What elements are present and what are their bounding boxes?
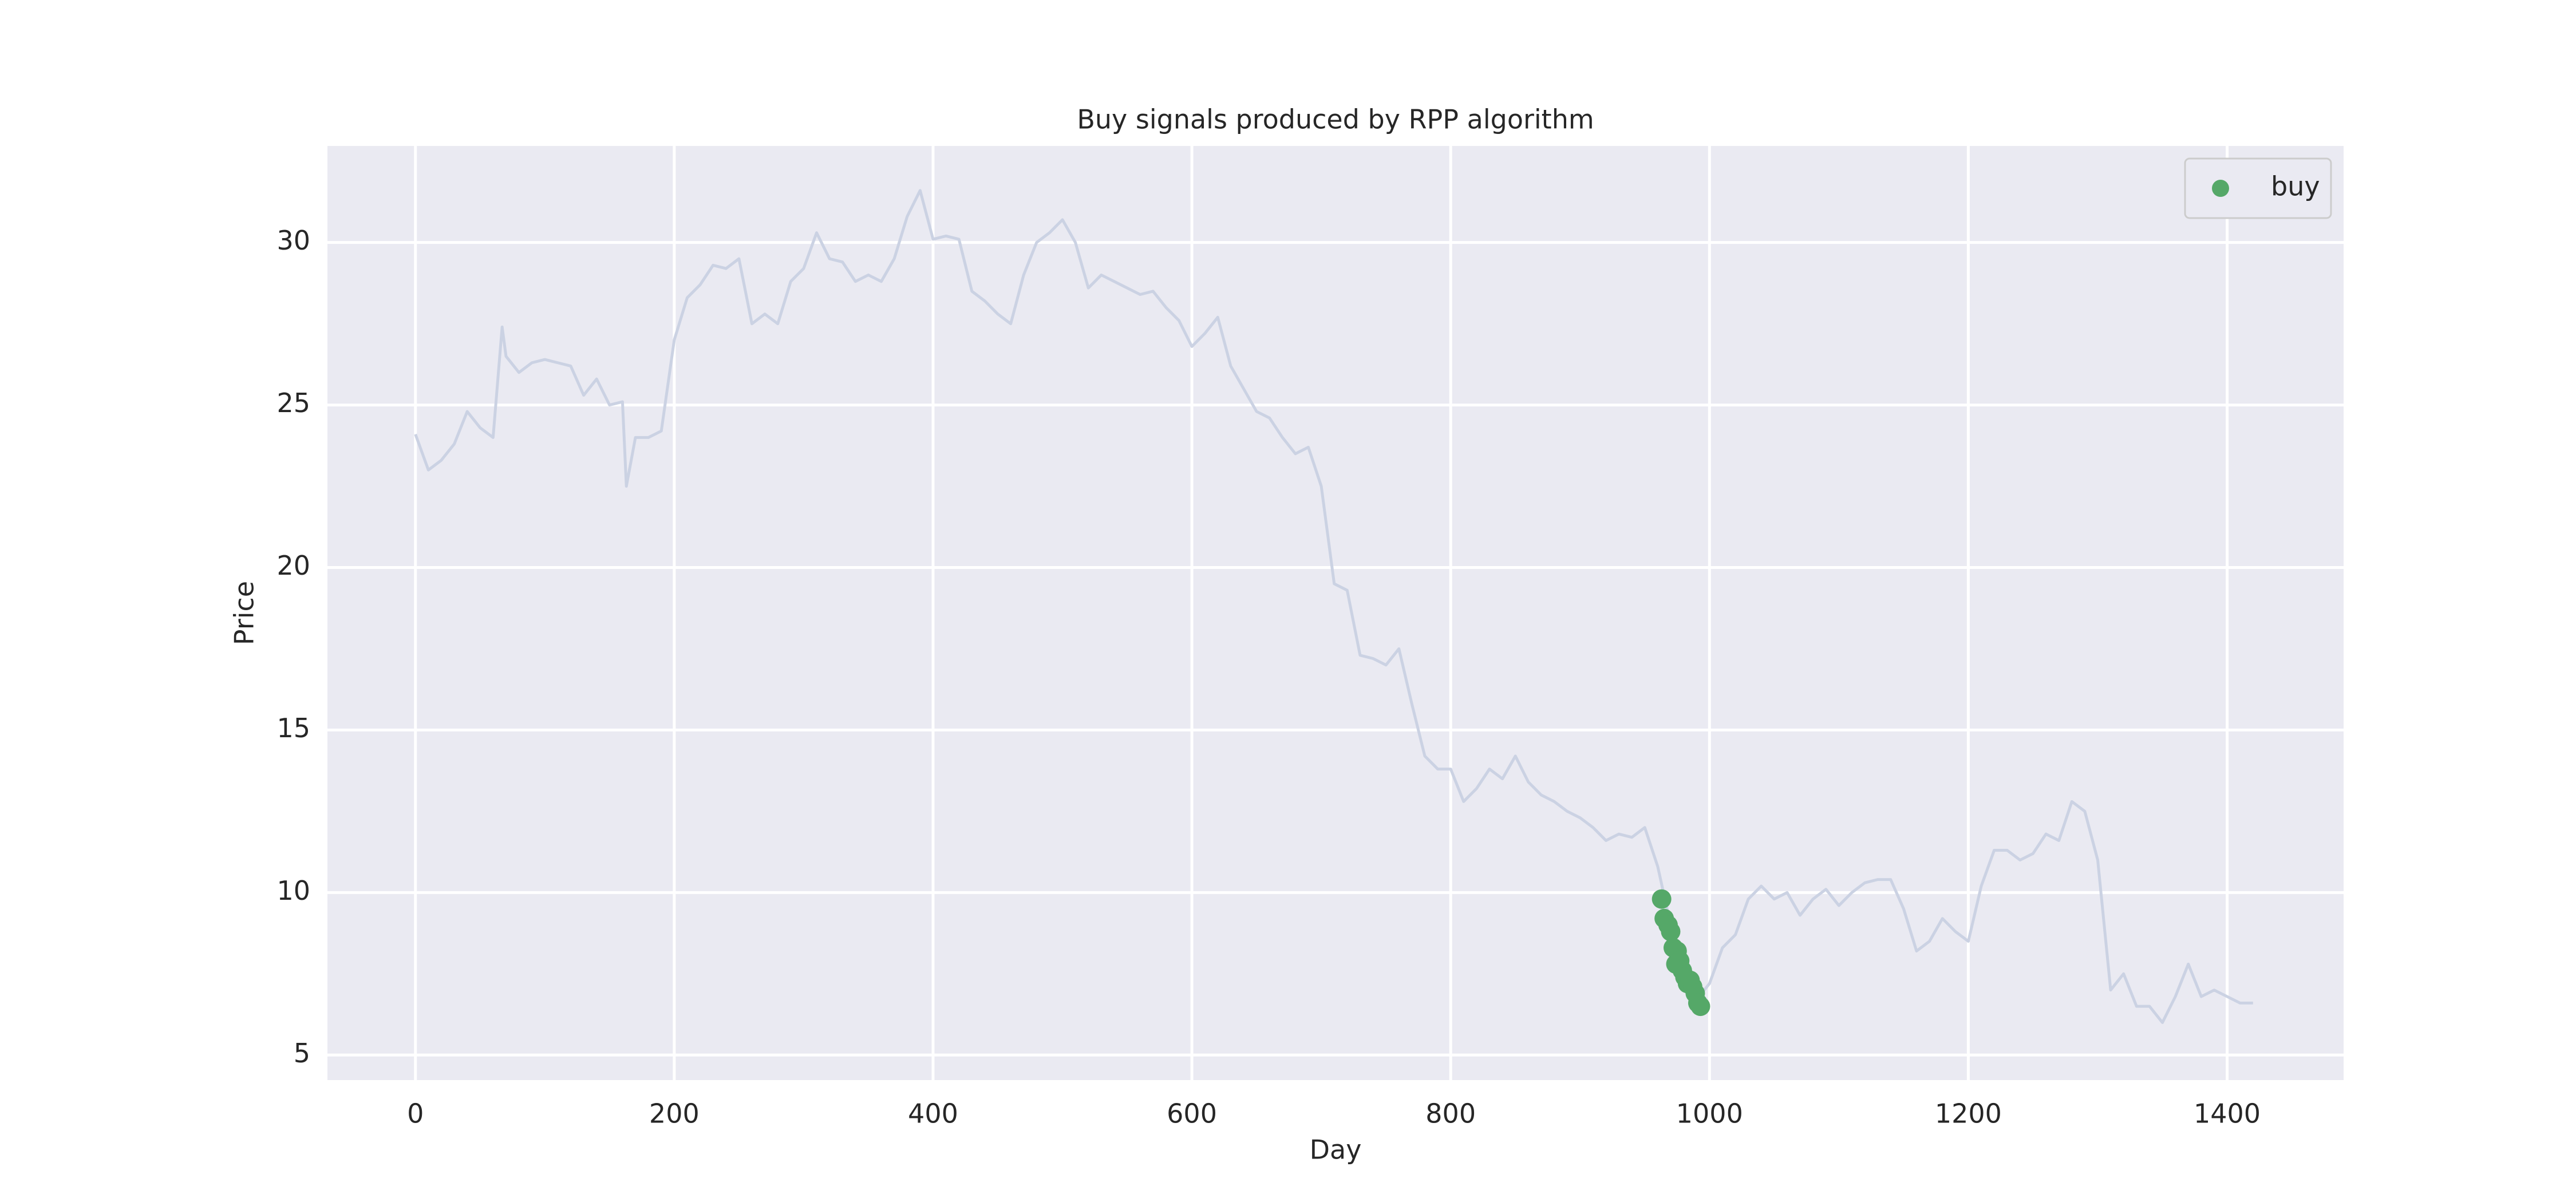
x-tick-label: 1200 (1935, 1098, 2002, 1129)
y-tick-label: 30 (276, 225, 310, 256)
marks (414, 189, 2253, 1024)
plot-area (327, 146, 2344, 1080)
x-tick-label: 200 (649, 1098, 700, 1129)
legend-marker (2212, 180, 2229, 197)
x-tick-label: 1000 (1676, 1098, 1743, 1129)
buy-point (1661, 922, 1681, 942)
buy-point (1652, 889, 1672, 909)
grid (327, 146, 2344, 1080)
legend: buy (2184, 157, 2332, 219)
buy-point (1690, 997, 1710, 1017)
x-tick-label: 0 (407, 1098, 424, 1129)
price-line (414, 189, 2253, 1024)
legend-box (2184, 157, 2332, 219)
y-tick-label: 20 (276, 550, 310, 581)
x-tick-label: 800 (1425, 1098, 1476, 1129)
y-tick-label: 5 (294, 1038, 310, 1069)
x-axis-label: Day (1310, 1134, 1362, 1165)
x-tick-label: 600 (1167, 1098, 1217, 1129)
y-tick-label: 25 (276, 388, 310, 418)
x-tick-label: 1400 (2194, 1098, 2261, 1129)
y-axis-label: Price (229, 581, 260, 645)
legend-label: buy (2271, 171, 2320, 202)
x-tick-label: 400 (908, 1098, 958, 1129)
chart-title: Buy signals produced by RPP algorithm (1077, 104, 1594, 135)
y-tick-label: 10 (276, 875, 310, 906)
y-tick-label: 15 (276, 713, 310, 744)
